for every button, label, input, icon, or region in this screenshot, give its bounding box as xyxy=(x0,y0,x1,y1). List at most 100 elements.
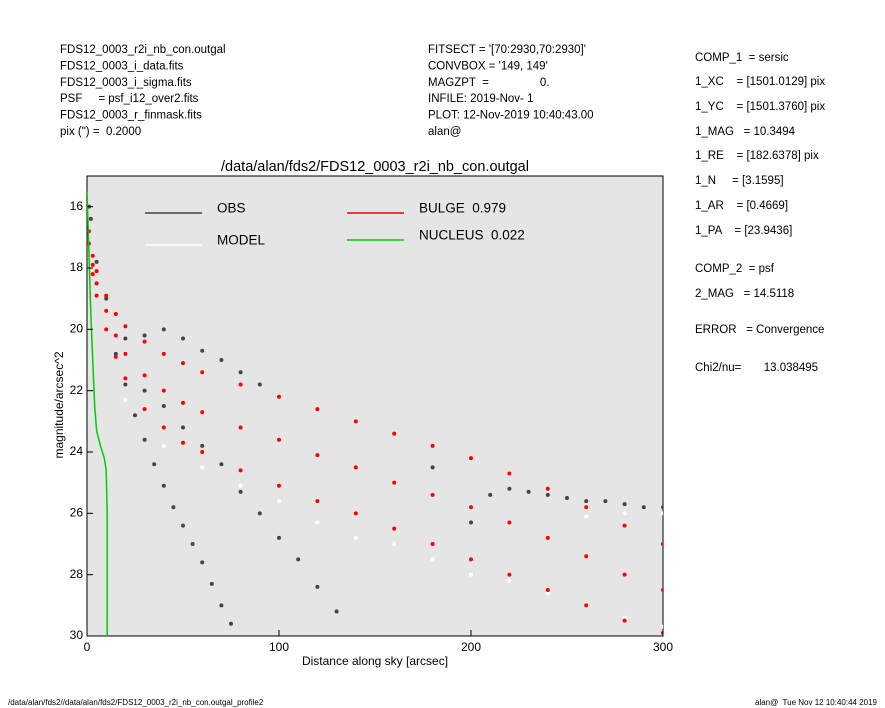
data-point xyxy=(584,505,589,510)
data-point xyxy=(526,489,531,494)
header-right-line: 1_AR = [0.4669] xyxy=(695,200,788,212)
data-point xyxy=(181,523,185,528)
data-point xyxy=(641,505,646,510)
data-point xyxy=(622,572,627,577)
header-right-line: 1_N = [3.1595] xyxy=(695,175,784,187)
data-point xyxy=(545,486,550,491)
data-point xyxy=(94,269,99,274)
data-point xyxy=(622,502,627,507)
data-point xyxy=(315,407,320,412)
data-point xyxy=(353,419,358,424)
header-right-line: 1_MAG = 10.3494 xyxy=(695,126,796,138)
data-point xyxy=(181,440,185,445)
data-point xyxy=(219,358,224,362)
data-point xyxy=(661,624,663,629)
x-tick-label: 300 xyxy=(653,640,673,654)
data-point xyxy=(123,351,128,356)
data-point xyxy=(507,486,512,491)
data-point xyxy=(469,520,473,525)
y-tick-label: 28 xyxy=(70,567,84,581)
data-point xyxy=(392,480,397,485)
header-middle-line: CONVBOX = '149, 149' xyxy=(428,60,548,72)
header-right-line: COMP_2 = psf xyxy=(695,263,775,275)
header-left-line: PSF = psf_i12_over2.fits xyxy=(60,93,199,105)
header: FDS12_0003_r2i_nb_con.outgal FDS12_0003_i… xyxy=(60,44,825,374)
header-left-line: pix (") = 0.2000 xyxy=(60,126,141,138)
data-point xyxy=(315,499,320,504)
data-point xyxy=(161,351,166,356)
data-point xyxy=(200,370,205,375)
data-point xyxy=(238,483,243,488)
header-middle-line: PLOT: 12-Nov-2019 10:40:43.00 xyxy=(428,110,594,122)
data-point xyxy=(90,272,95,277)
data-point xyxy=(507,471,512,476)
data-point xyxy=(661,588,663,592)
header-right-line: 1_XC = [1501.0129] pix xyxy=(695,76,825,88)
header-left-line: FDS12_0003_i_data.fits xyxy=(60,60,184,72)
y-axis-title: magnitude/arcsec^2 xyxy=(52,351,66,458)
data-point xyxy=(238,370,243,375)
data-point xyxy=(469,572,473,577)
header-right-line: 1_PA = [23.9436] xyxy=(695,225,792,237)
legend-label: OBS xyxy=(217,201,246,216)
header-right-line: 1_RE = [182.6378] pix xyxy=(695,150,819,162)
data-point xyxy=(123,382,128,387)
data-point xyxy=(142,373,147,378)
data-point xyxy=(88,216,93,221)
data-point xyxy=(584,514,589,519)
y-tick-label: 20 xyxy=(70,322,84,336)
data-point xyxy=(584,499,589,504)
data-point xyxy=(334,609,339,614)
data-point xyxy=(430,492,435,497)
data-point xyxy=(200,560,205,565)
x-axis-title: Distance along sky [arcsec] xyxy=(302,654,448,668)
data-point xyxy=(545,591,550,596)
data-point xyxy=(622,511,627,516)
data-point xyxy=(507,520,512,525)
data-point xyxy=(113,351,118,356)
data-point xyxy=(104,308,109,313)
y-tick-label: 24 xyxy=(70,444,84,458)
y-tick-label: 16 xyxy=(70,199,84,213)
data-point xyxy=(123,397,128,402)
data-point xyxy=(209,581,214,586)
x-tick-label: 0 xyxy=(84,640,91,654)
data-point xyxy=(181,400,185,405)
data-point xyxy=(584,554,589,559)
data-point xyxy=(353,511,358,516)
data-point xyxy=(622,615,627,620)
data-point xyxy=(353,535,358,540)
data-point xyxy=(219,603,224,608)
data-point xyxy=(488,492,493,497)
y-tick-label: 30 xyxy=(70,628,84,642)
data-point xyxy=(200,410,205,415)
data-point xyxy=(545,588,550,592)
x-tick-label: 200 xyxy=(461,640,481,654)
data-point xyxy=(142,437,147,442)
header-right-line: 1_YC = [1501.3760] pix xyxy=(695,101,825,113)
data-point xyxy=(94,281,99,286)
data-point xyxy=(622,618,627,623)
data-point xyxy=(123,376,128,381)
data-point xyxy=(277,499,281,504)
header-left-line: FDS12_0003_i_sigma.fits xyxy=(60,77,192,89)
data-point xyxy=(315,584,320,589)
x-tick-label: 100 xyxy=(269,640,289,654)
data-point xyxy=(94,293,99,298)
data-point xyxy=(277,394,281,399)
footer-right: alan@ Tue Nov 12 10:40:44 2019 xyxy=(755,698,878,707)
data-point xyxy=(142,407,147,412)
data-point xyxy=(152,462,157,467)
data-point xyxy=(277,483,281,488)
data-point xyxy=(622,523,627,528)
data-point xyxy=(353,465,358,470)
data-point xyxy=(229,621,233,626)
y-tick-label: 18 xyxy=(70,260,84,274)
data-point xyxy=(584,603,589,608)
data-point xyxy=(200,348,205,353)
data-point xyxy=(661,505,663,510)
data-point xyxy=(142,333,147,338)
data-point xyxy=(238,382,243,387)
data-point xyxy=(469,456,473,461)
